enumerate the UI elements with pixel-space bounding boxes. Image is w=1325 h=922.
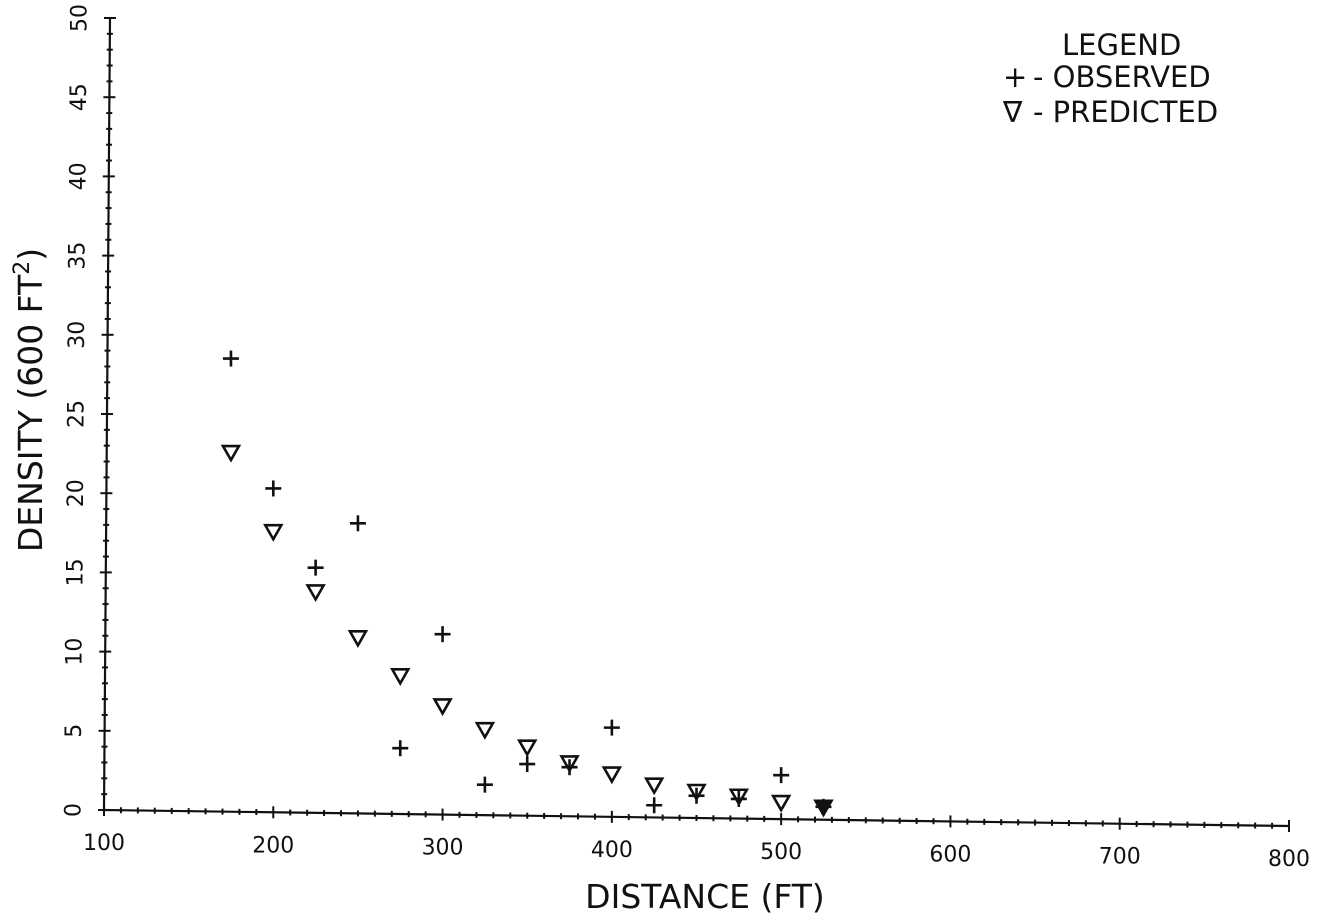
predicted-point	[390, 668, 411, 686]
observed-point	[646, 797, 663, 814]
observed-point	[307, 559, 324, 576]
predicted-point	[474, 721, 496, 740]
predicted-point	[813, 799, 834, 818]
y-tick-label: 0	[62, 803, 87, 817]
x-tick-label: 100	[83, 831, 125, 856]
observed-point	[603, 719, 620, 736]
predicted-point	[347, 630, 369, 648]
predicted-point	[432, 698, 453, 717]
predicted-point	[643, 777, 665, 796]
legend: LEGEND + - OBSERVED ∇ - PREDICTED	[1002, 28, 1218, 129]
predicted-point	[263, 523, 284, 542]
y-axis-ticks: 0 5 10 15 20 25 30 35 40 45 50	[62, 4, 116, 817]
x-tick-label: 400	[591, 838, 633, 863]
observed-point	[265, 480, 282, 497]
x-tick-label: 800	[1268, 847, 1310, 872]
legend-label-predicted: - PREDICTED	[1033, 95, 1218, 129]
y-tick-label: 10	[63, 638, 88, 666]
x-axis-title: DISTANCE (FT)	[585, 877, 825, 916]
predicted-point	[601, 766, 623, 785]
observed-point	[773, 767, 790, 784]
predicted-point	[559, 755, 580, 774]
y-tick-label: 25	[65, 400, 90, 428]
y-tick-label: 40	[66, 162, 91, 190]
series-predicted	[220, 444, 834, 818]
y-axis-title-superscript: 2	[10, 261, 35, 275]
observed-point	[519, 756, 536, 773]
y-tick-label: 15	[63, 558, 88, 586]
x-tick-label: 500	[760, 840, 802, 865]
series-observed	[222, 350, 832, 815]
y-tick-label: 30	[65, 321, 90, 349]
observed-point	[392, 740, 409, 757]
x-axis-ticks: 100 200 300 400 500 600 700 800	[83, 804, 1310, 872]
legend-symbol-observed: +	[1003, 60, 1027, 94]
predicted-point	[686, 783, 707, 802]
predicted-point	[728, 788, 750, 807]
predicted-point	[770, 794, 792, 813]
observed-point	[222, 350, 239, 367]
x-tick-label: 700	[1099, 845, 1141, 870]
x-tick-label: 600	[929, 842, 971, 867]
y-tick-label: 35	[66, 242, 91, 270]
legend-symbol-predicted: ∇	[1002, 95, 1023, 129]
legend-label-observed: - OBSERVED	[1033, 60, 1211, 94]
legend-title: LEGEND	[1062, 28, 1181, 62]
predicted-point	[220, 444, 242, 463]
predicted-point	[516, 739, 538, 758]
observed-point	[349, 515, 366, 532]
observed-point	[476, 776, 493, 793]
y-tick-label: 50	[68, 4, 93, 32]
y-tick-label: 45	[67, 83, 92, 111]
y-axis-title: DENSITY (600 FT2)	[10, 248, 50, 552]
y-tick-label: 5	[62, 724, 87, 738]
x-tick-label: 200	[252, 833, 294, 858]
predicted-point	[305, 584, 326, 603]
y-tick-label: 20	[64, 479, 89, 507]
axes: 100 200 300 400 500 600 700 800 0 5 10 15 20 25 30 35 4…	[62, 4, 1311, 872]
y-axis-title-main: DENSITY (600 FT	[11, 274, 50, 552]
observed-point	[434, 626, 451, 643]
x-tick-label: 300	[422, 836, 464, 861]
y-axis-title-close: )	[11, 248, 50, 261]
